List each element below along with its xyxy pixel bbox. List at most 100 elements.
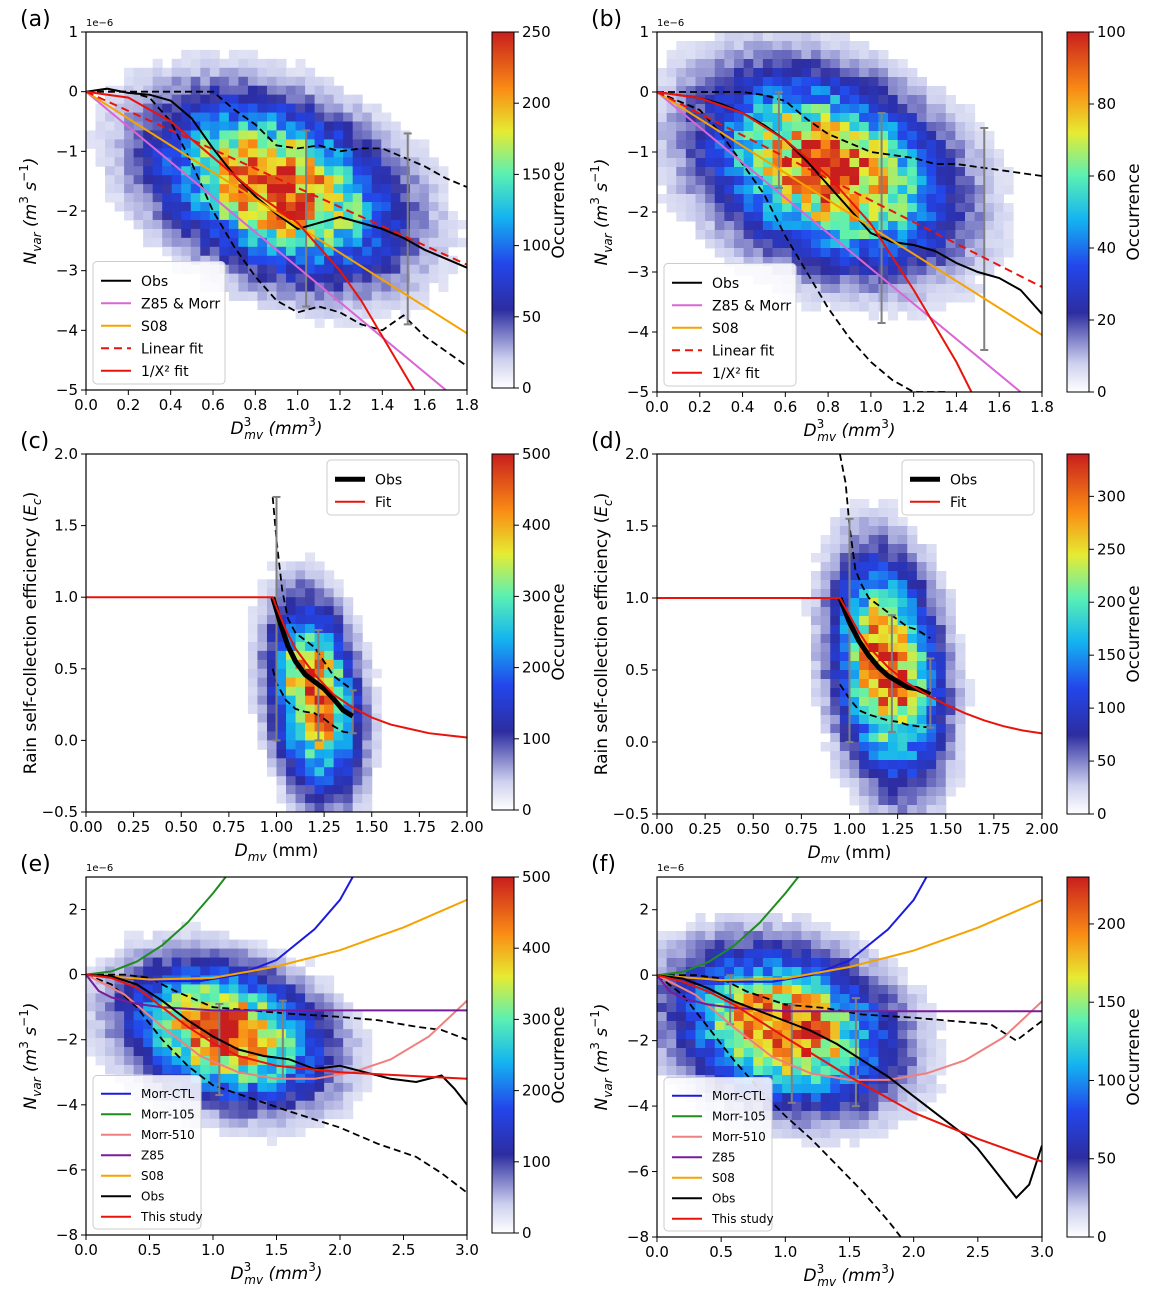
heatmap-cell (343, 740, 354, 750)
heatmap-cell (743, 940, 754, 950)
heatmap-cell (695, 1021, 706, 1031)
heatmap-cell (257, 175, 268, 185)
heatmap-cell (362, 202, 373, 212)
heatmap-cell (657, 77, 668, 87)
heatmap-cell (333, 211, 344, 221)
heatmap-cell (447, 264, 458, 275)
heatmap-cell (114, 1038, 125, 1048)
heatmap-cell (753, 140, 764, 150)
heatmap-cell (171, 939, 182, 950)
heatmap-cell (945, 131, 956, 141)
heatmap-cell (859, 68, 870, 78)
heatmap-cell (888, 688, 899, 698)
heatmap-cell (916, 670, 927, 680)
heatmap-cell (257, 1118, 268, 1129)
heatmap-cell (124, 948, 135, 959)
heatmap-cell (936, 1084, 947, 1094)
heatmap-cell (743, 176, 754, 186)
colorbar-tick-label: 100 (522, 237, 551, 255)
heatmap-cell (238, 264, 249, 275)
heatmap-cell (791, 1102, 802, 1112)
heatmap-cell (811, 616, 822, 626)
heatmap-cell (734, 158, 745, 168)
heatmap-cell (343, 255, 354, 266)
heatmap-cell (352, 633, 363, 643)
heatmap-cell (830, 32, 841, 42)
heatmap-cell (782, 1057, 793, 1067)
heatmap-cell (849, 544, 860, 554)
heatmap-cell (830, 607, 841, 617)
heatmap-cell (830, 670, 841, 680)
heatmap-cell (916, 787, 927, 797)
heatmap-cell (791, 940, 802, 950)
heatmap-cell (811, 59, 822, 69)
heatmap-cell (305, 291, 316, 301)
heatmap-cell (209, 1047, 220, 1057)
y-multiplier: 1e−6 (86, 18, 113, 29)
heatmap-cell (162, 175, 173, 185)
heatmap-cell (705, 167, 716, 177)
heatmap-cell (801, 203, 812, 213)
heatmap-cell (868, 796, 879, 806)
x-tick-label: 2.0 (902, 1243, 926, 1261)
heatmap-cell (772, 1084, 783, 1094)
legend-label: Z85 & Morr (712, 298, 791, 314)
heatmap-cell (762, 1066, 773, 1076)
heatmap-cell (343, 112, 354, 122)
heatmap-cell (305, 121, 316, 131)
heatmap-cell (878, 562, 889, 572)
heatmap-cell (276, 130, 287, 140)
heatmap-cell (295, 624, 306, 634)
heatmap-cell (801, 1093, 812, 1103)
heatmap-cell (286, 776, 297, 786)
heatmap-cell (381, 228, 392, 239)
heatmap-cell (868, 1003, 879, 1013)
heatmap-cell (811, 302, 822, 312)
heatmap-cell (743, 203, 754, 213)
heatmap-cell (705, 940, 716, 950)
heatmap-cell (839, 949, 850, 959)
heatmap-cell (247, 606, 258, 616)
heatmap-cell (171, 246, 182, 257)
heatmap-cell (371, 193, 382, 203)
heatmap-cell (772, 122, 783, 132)
heatmap-cell (657, 940, 668, 950)
heatmap-cell (916, 1084, 927, 1094)
heatmap-cell (830, 1012, 841, 1022)
heatmap-cell (801, 598, 812, 608)
heatmap-cell (343, 166, 354, 176)
heatmap-cell (266, 704, 277, 715)
heatmap-cell (228, 130, 239, 140)
heatmap-cell (868, 1030, 879, 1040)
heatmap-cell (955, 293, 966, 303)
heatmap-cell (238, 175, 249, 185)
heatmap-cell (811, 41, 822, 51)
heatmap-cell (238, 1011, 249, 1021)
heatmap-cell (974, 149, 985, 159)
heatmap-cell (409, 300, 420, 310)
heatmap-cell (295, 1047, 306, 1057)
heatmap-cell (362, 803, 373, 812)
heatmap-cell (676, 68, 687, 78)
heatmap-cell (907, 302, 918, 312)
heatmap-cell (868, 715, 879, 725)
heatmap-cell (209, 1020, 220, 1030)
heatmap-cell (266, 740, 277, 750)
heatmap-cell (936, 275, 947, 285)
heatmap-cell (782, 976, 793, 986)
heatmap-cell (324, 175, 335, 185)
heatmap-cell (907, 562, 918, 572)
heatmap-cell (390, 139, 401, 149)
heatmap-cell (247, 1020, 258, 1030)
y-tick-label: −4 (627, 1097, 649, 1115)
heatmap-cell (409, 291, 420, 301)
heatmap-cell (333, 713, 344, 723)
heatmap-cell (849, 706, 860, 716)
heatmap-cell (324, 1056, 335, 1066)
heatmap-cell (162, 130, 173, 140)
heatmap-cell (676, 949, 687, 959)
heatmap-cell (428, 202, 439, 212)
heatmap-cell (734, 104, 745, 114)
